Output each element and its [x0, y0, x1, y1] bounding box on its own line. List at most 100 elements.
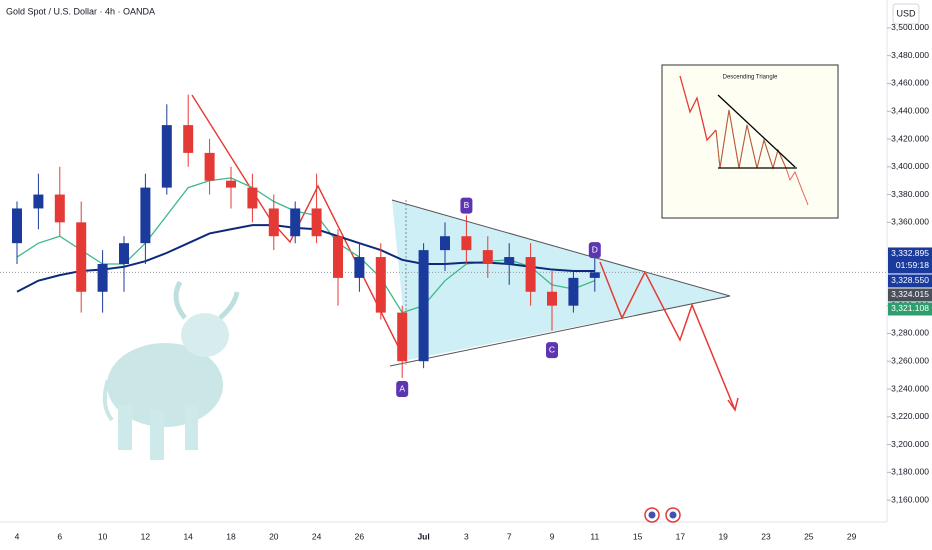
annotation-label: A	[399, 383, 405, 393]
x-tick-label: 15	[633, 531, 643, 541]
candle-body	[525, 257, 536, 292]
candle-body	[568, 277, 579, 306]
lower-trendline	[389, 295, 731, 367]
candle-body	[311, 208, 322, 237]
x-tick-label: 20	[269, 531, 279, 541]
y-tick-label: 3,220.000	[891, 411, 929, 421]
candle-body	[397, 312, 408, 362]
candle-body	[161, 125, 172, 188]
x-tick-label: 18	[226, 531, 236, 541]
annotation-label: B	[464, 200, 470, 210]
y-tick-label: 3,180.000	[891, 467, 929, 477]
candle-body	[482, 250, 493, 264]
x-tick-label: 23	[761, 531, 771, 541]
y-tick-label: 3,400.000	[891, 161, 929, 171]
price-badge-label: 3,324.015	[891, 289, 929, 299]
candle-body	[204, 152, 215, 181]
candle-body	[54, 194, 65, 223]
price-badge-label: 3,321.108	[891, 303, 929, 313]
x-tick-label: 29	[847, 531, 857, 541]
event-icons	[644, 507, 681, 523]
x-tick-label: 12	[141, 531, 151, 541]
candle-body	[354, 257, 365, 278]
x-tick-label: 26	[355, 531, 365, 541]
y-tick-label: 3,460.000	[891, 78, 929, 88]
x-tick-label: 11	[590, 531, 599, 541]
x-tick-label: 10	[98, 531, 108, 541]
y-tick-label: 3,280.000	[891, 328, 929, 338]
inset-title: Descending Triangle	[723, 75, 778, 81]
candle-body	[333, 236, 343, 278]
annotation-label: C	[549, 344, 555, 354]
y-tick-label: 3,420.000	[891, 133, 929, 143]
inset: Descending Triangle	[661, 64, 839, 219]
x-tick-label: 7	[507, 531, 512, 541]
y-tick-label: 3,380.000	[891, 189, 929, 199]
y-tick-label: 3,360.000	[891, 217, 929, 227]
candle-body	[97, 264, 108, 292]
candle-body	[226, 180, 236, 188]
bull-image	[102, 280, 240, 460]
candle-body	[33, 194, 44, 209]
projection-arrowhead	[727, 397, 739, 412]
inset-line	[715, 109, 809, 206]
upper-trendline	[391, 199, 731, 297]
candle-body	[119, 243, 129, 264]
y-tick-label: 3,240.000	[891, 383, 929, 393]
candle-body	[589, 272, 600, 278]
annotation-badge	[460, 197, 473, 214]
candle-body	[76, 222, 87, 292]
candle-body	[290, 208, 301, 237]
y-tick-label: 3,160.000	[891, 494, 929, 504]
price-badge-label: 3,332.895	[891, 248, 929, 258]
event-icon-dot	[669, 511, 677, 519]
price-badge	[888, 274, 932, 288]
moving-average	[16, 224, 595, 293]
x-tick-label: 24	[312, 531, 322, 541]
candle-body	[183, 125, 194, 153]
price-badge-label: 3,328.550	[891, 275, 929, 285]
x-tick-label: 9	[550, 531, 555, 541]
price-badge	[888, 288, 932, 302]
annotation-label: D	[592, 244, 598, 254]
y-tick-label: 3,500.000	[891, 22, 929, 32]
x-tick-label: 3	[464, 531, 469, 541]
x-tick-label: 6	[57, 531, 62, 541]
y-tick-label: 3,200.000	[891, 439, 929, 449]
x-tick-label: 14	[183, 531, 193, 541]
triangle-pattern	[392, 200, 730, 360]
price-badge	[888, 247, 932, 274]
currency-button[interactable]	[892, 3, 920, 25]
x-tick-label: 4	[15, 531, 20, 541]
candle-body	[140, 187, 151, 244]
candle-body	[268, 208, 279, 237]
inset-trendline	[717, 94, 796, 168]
projection-path	[599, 261, 736, 411]
annotation-badge	[546, 342, 558, 359]
x-tick-label: Jul	[417, 531, 429, 541]
moving-average	[16, 177, 596, 314]
candle-body	[461, 236, 472, 251]
x-tick-label: 17	[676, 531, 686, 541]
x-tick-label: 19	[718, 531, 728, 541]
x-tick-label: 25	[804, 531, 814, 541]
y-tick-label: 3,260.000	[891, 355, 929, 365]
candle-body	[418, 250, 429, 362]
candle-body	[504, 257, 515, 264]
y-tick-label: 3,480.000	[891, 50, 929, 60]
candle-body	[375, 257, 386, 313]
drawn-zigzag	[191, 94, 406, 361]
annotation-badge	[396, 381, 409, 397]
currency[interactable]: USD	[896, 8, 916, 18]
y-tick-label: 3,440.000	[891, 105, 929, 115]
inset-frame	[661, 64, 839, 219]
price-badge	[888, 302, 932, 316]
candle-body	[440, 236, 450, 251]
candle-body	[12, 208, 22, 244]
candle-body	[547, 291, 557, 306]
candle-body	[247, 187, 258, 209]
inset-line	[679, 75, 717, 142]
chart-title: Gold Spot / U.S. Dollar · 4h · OANDA	[6, 6, 155, 16]
annotation-badge	[588, 242, 601, 259]
